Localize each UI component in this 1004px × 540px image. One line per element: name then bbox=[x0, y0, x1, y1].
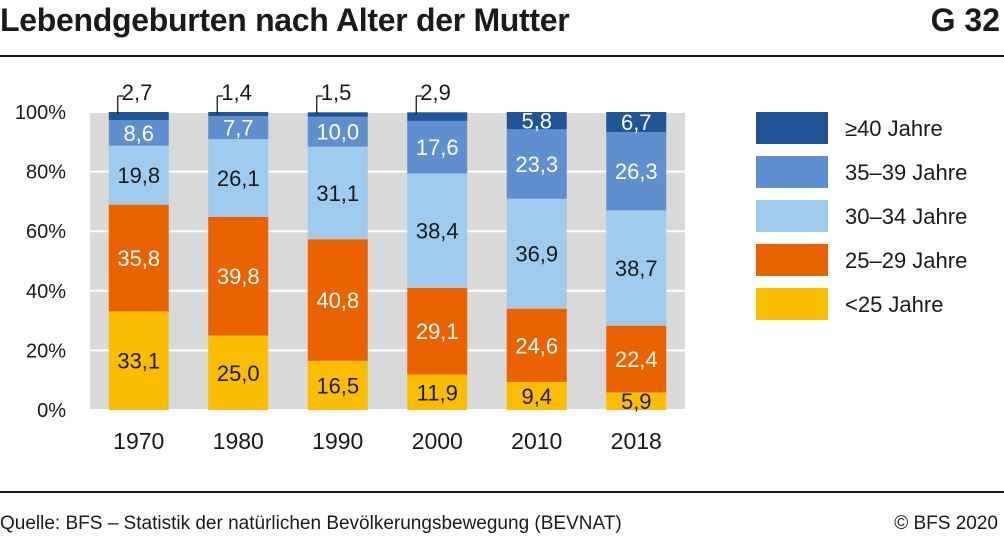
x-tick-label: 1970 bbox=[113, 428, 164, 454]
data-label: 26,1 bbox=[217, 166, 260, 191]
data-label: 17,6 bbox=[416, 135, 459, 160]
bar-segment bbox=[108, 204, 169, 312]
data-label: 39,8 bbox=[217, 264, 260, 289]
bar-segment bbox=[407, 173, 468, 288]
y-tick-label: 60% bbox=[26, 221, 66, 243]
data-label: 7,7 bbox=[223, 116, 254, 141]
bar-segment bbox=[108, 311, 169, 410]
bar-segment bbox=[606, 210, 667, 326]
data-label: 5,8 bbox=[521, 109, 552, 134]
y-tick-label: 100% bbox=[15, 102, 66, 124]
legend: ≥40 Jahre 35–39 Jahre 30–34 Jahre 25–29 Jah… bbox=[756, 112, 967, 320]
data-label: 23,3 bbox=[515, 152, 558, 177]
data-label: 25,0 bbox=[217, 361, 260, 386]
data-label: 35,8 bbox=[117, 246, 160, 271]
bar-segment bbox=[407, 374, 468, 410]
x-axis: 1970 1980 1990 2000 2010 2018 bbox=[113, 428, 662, 454]
plot-background bbox=[89, 112, 686, 410]
bar-segment bbox=[407, 112, 468, 121]
legend-label: 35–39 Jahre bbox=[845, 160, 967, 185]
x-tick-label: 2010 bbox=[511, 428, 562, 454]
bar-segment bbox=[307, 146, 368, 240]
chart-number: G 32 bbox=[930, 2, 1000, 38]
data-label: 9,4 bbox=[521, 384, 552, 409]
bar-segment bbox=[606, 325, 667, 393]
data-label: 26,3 bbox=[615, 159, 658, 184]
bar-segment bbox=[506, 381, 567, 410]
bar-segment bbox=[506, 112, 567, 130]
bar-segment bbox=[606, 112, 667, 132]
top-rule bbox=[0, 55, 1004, 57]
data-label: 8,6 bbox=[123, 121, 154, 146]
bar-segment bbox=[208, 112, 269, 117]
legend-swatch bbox=[756, 200, 828, 232]
legend-swatch bbox=[756, 156, 828, 188]
bar-segment bbox=[407, 287, 468, 375]
y-tick-label: 20% bbox=[26, 340, 66, 362]
bar-segment bbox=[506, 308, 567, 382]
data-label: 22,4 bbox=[615, 347, 658, 372]
bottom-rule bbox=[0, 491, 1004, 493]
legend-swatch bbox=[756, 112, 828, 144]
bar-segment bbox=[307, 360, 368, 410]
bar-segment bbox=[606, 392, 667, 410]
data-label: 16,5 bbox=[316, 373, 359, 398]
y-tick-label: 40% bbox=[26, 281, 66, 303]
bar-segment bbox=[506, 129, 567, 199]
legend-label: 25–29 Jahre bbox=[845, 248, 967, 273]
bar-segment bbox=[108, 145, 169, 205]
data-label: 38,7 bbox=[615, 256, 658, 281]
data-label: 2,9 bbox=[420, 80, 451, 105]
plot-area bbox=[88, 111, 687, 411]
legend-swatch bbox=[756, 244, 828, 276]
x-tick-label: 2000 bbox=[412, 428, 463, 454]
data-label: 38,4 bbox=[416, 219, 459, 244]
x-tick-label: 1990 bbox=[312, 428, 363, 454]
stacked-bar-chart: 0% 20% 40% 60% 80% 100% 1970 1980 1990 2000 2010 2… bbox=[15, 80, 967, 454]
x-tick-label: 2018 bbox=[611, 428, 662, 454]
data-label: 36,9 bbox=[515, 242, 558, 267]
data-label: 11,9 bbox=[417, 380, 458, 405]
legend-label: ≥40 Jahre bbox=[845, 116, 943, 141]
bar-segment bbox=[307, 239, 368, 361]
bar-segment bbox=[506, 198, 567, 309]
data-label: 2,7 bbox=[122, 80, 153, 105]
y-axis: 0% 20% 40% 60% 80% 100% bbox=[15, 102, 66, 422]
legend-swatch bbox=[756, 288, 828, 320]
bar-segment bbox=[208, 216, 269, 336]
bar-segment bbox=[307, 116, 368, 147]
data-label: 33,1 bbox=[117, 349, 160, 374]
data-label: 29,1 bbox=[416, 319, 459, 344]
bar-segment bbox=[108, 112, 169, 121]
bar-segment bbox=[108, 120, 169, 146]
legend-label: <25 Jahre bbox=[845, 292, 943, 317]
bar-segment bbox=[307, 112, 368, 117]
y-tick-label: 0% bbox=[37, 400, 66, 422]
bar-segment bbox=[208, 116, 269, 140]
source-note: Quelle: BFS – Statistik der natürlichen … bbox=[0, 513, 622, 534]
chart-title: Lebendgeburten nach Alter der Mutter bbox=[0, 2, 570, 38]
data-label: 1,4 bbox=[221, 80, 252, 105]
bar-segment bbox=[208, 139, 269, 217]
data-label: 5,9 bbox=[621, 389, 652, 414]
data-label: 10,0 bbox=[316, 120, 359, 145]
bar-segment bbox=[208, 335, 269, 410]
bars: 33,1 35,8 19,8 8,6 2,7 25,0 39,8 26,1 7,7 1,4 16,5… bbox=[108, 80, 667, 414]
data-label: 24,6 bbox=[515, 333, 558, 358]
bar-segment bbox=[407, 120, 468, 174]
data-label: 6,7 bbox=[621, 110, 652, 135]
data-label: 1,5 bbox=[321, 80, 352, 105]
bar-segment bbox=[606, 131, 667, 211]
data-label: 19,8 bbox=[117, 163, 160, 188]
data-label: 31,1 bbox=[316, 181, 359, 206]
legend-label: 30–34 Jahre bbox=[845, 204, 967, 229]
y-tick-label: 80% bbox=[26, 162, 66, 184]
x-tick-label: 1980 bbox=[213, 428, 264, 454]
copyright-note: © BFS 2020 bbox=[894, 513, 998, 534]
data-label: 40,8 bbox=[316, 288, 359, 313]
